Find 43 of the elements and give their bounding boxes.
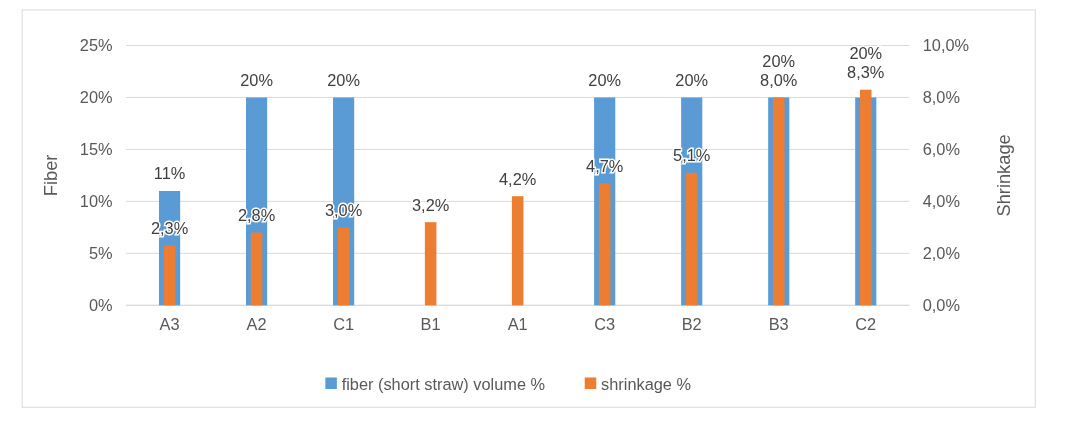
y2-tick-label: 2,0%: [922, 244, 960, 263]
x-tick-label: A3: [159, 315, 180, 334]
y2-tick-label: 6,0%: [922, 140, 960, 159]
data-label: 8,3%: [847, 63, 885, 82]
y-tick-label: 10%: [79, 192, 113, 211]
data-label: 4,2%: [499, 169, 537, 188]
y-tick-label: 15%: [79, 140, 113, 159]
data-label: 11%: [153, 164, 186, 183]
data-label: 20%: [762, 51, 796, 70]
data-label: 8,0%: [760, 70, 798, 89]
x-tick-label: B3: [768, 315, 789, 334]
y2-tick-label: 8,0%: [922, 88, 960, 107]
data-label: 20%: [588, 70, 622, 89]
bar: [250, 232, 263, 306]
y-tick-label: 5%: [88, 244, 113, 263]
bar: [337, 227, 350, 306]
bar: [598, 183, 611, 306]
x-tick-label: A1: [507, 315, 528, 334]
x-tick-label: C2: [855, 315, 877, 334]
data-label: 20%: [849, 43, 883, 62]
x-tick-label: B2: [681, 315, 702, 334]
y-tick-label: 25%: [79, 36, 113, 55]
data-label: 20%: [675, 70, 709, 89]
x-tick-label: C1: [333, 315, 355, 334]
data-label: 3,2%: [412, 195, 450, 214]
legend-label: shrinkage %: [601, 374, 692, 393]
legend-label: fiber (short straw) volume %: [341, 374, 546, 393]
y-axis-title: Fiber: [39, 154, 61, 197]
bar: [424, 222, 437, 306]
x-tick-label: A2: [246, 315, 267, 334]
data-label: 20%: [327, 70, 360, 89]
bar: [163, 245, 176, 306]
y2-tick-label: 0,0%: [922, 296, 960, 315]
y2-axis-title: Shrinkage: [993, 134, 1015, 217]
y2-tick-label: 4,0%: [922, 192, 960, 211]
y-tick-label: 0%: [88, 296, 113, 315]
bar: [685, 172, 698, 306]
y2-tick-label: 10,0%: [922, 36, 970, 55]
data-label: 20%: [240, 70, 273, 89]
x-tick-label: C3: [594, 315, 616, 334]
x-tick-label: B1: [420, 315, 441, 334]
y-tick-label: 20%: [79, 88, 113, 107]
bar: [511, 196, 524, 306]
